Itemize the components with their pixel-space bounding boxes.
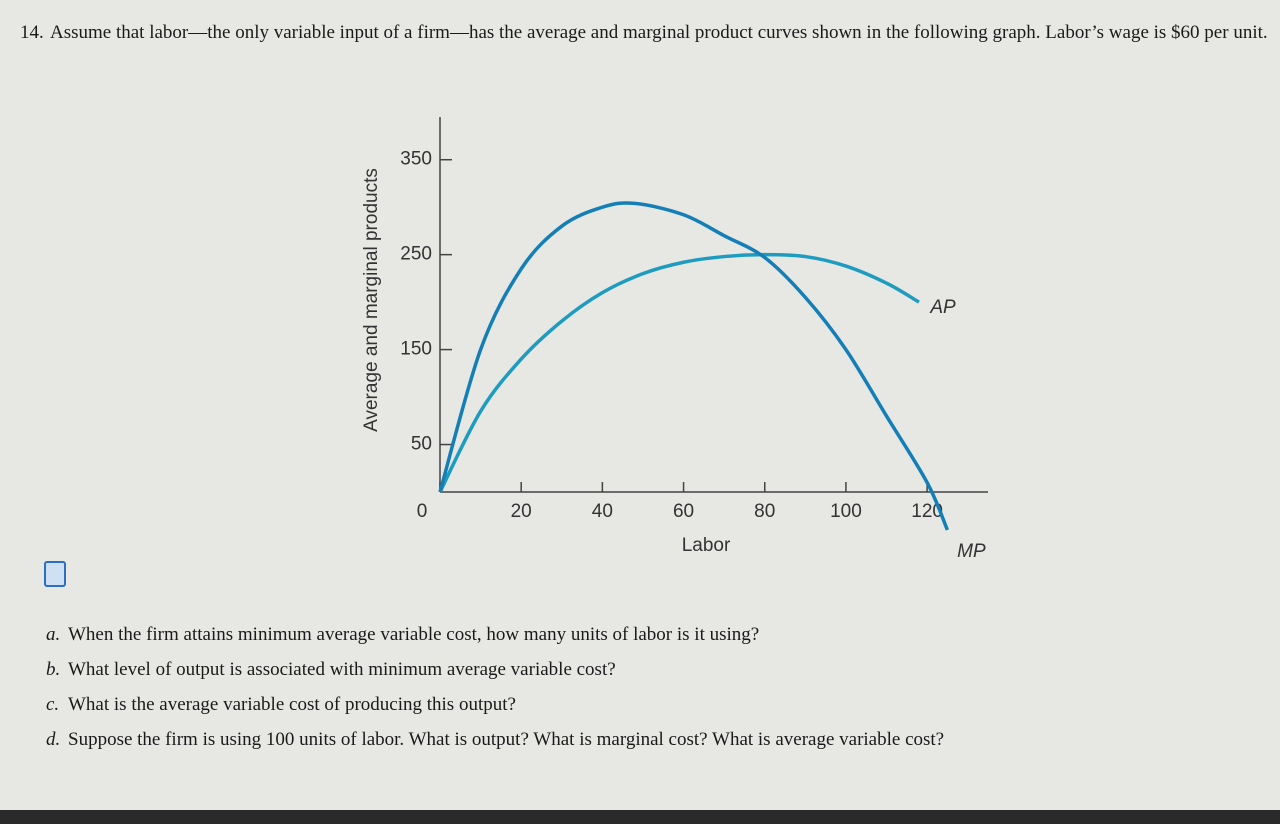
part: c. What is the average variable cost of p… xyxy=(46,694,944,729)
y-tick-label: 50 xyxy=(411,434,432,455)
x-axis-label: Labor xyxy=(682,535,731,556)
part-letter: d. xyxy=(46,729,61,750)
part-letter: a. xyxy=(46,624,61,645)
part-text: What is the average variable cost of pro… xyxy=(68,694,516,715)
question-number: 14. xyxy=(20,22,44,43)
question: 14. Assume that labor—the only variable i… xyxy=(20,16,1275,49)
part-text: Suppose the firm is using 100 units of l… xyxy=(68,729,945,750)
x-tick-label: 120 xyxy=(911,501,943,522)
x-tick-label: 80 xyxy=(754,501,775,522)
part-text: When the firm attains minimum average va… xyxy=(68,624,760,645)
line xyxy=(438,252,920,493)
part-text: What level of output is associated with … xyxy=(68,659,616,680)
y-tick-label: 150 xyxy=(400,339,432,360)
series-label: AP xyxy=(929,297,956,318)
series-label: MP xyxy=(957,541,986,562)
line xyxy=(438,201,950,531)
part-letter: b. xyxy=(46,659,61,680)
x-tick-label: 100 xyxy=(830,501,862,522)
x-tick-label: 20 xyxy=(511,501,532,522)
screen-edge xyxy=(0,810,1280,824)
y-tick-label: 250 xyxy=(400,244,432,265)
y-tick-label: 350 xyxy=(400,149,432,170)
parts: a. When the firm attains minimum average … xyxy=(46,624,944,764)
notes-icon[interactable] xyxy=(44,561,66,587)
x-tick-label: 40 xyxy=(592,501,613,522)
part: a. When the firm attains minimum average … xyxy=(46,624,944,659)
x-tick-label: 0 xyxy=(417,501,428,522)
y-axis-label: Average and marginal products xyxy=(361,168,382,432)
question-text: Assume that labor—the only variable inpu… xyxy=(50,22,1268,43)
part: b. What level of output is associated wit… xyxy=(46,659,944,694)
part-letter: c. xyxy=(46,694,60,715)
part: d. Suppose the firm is using 100 units of… xyxy=(46,729,944,764)
x-tick-label: 60 xyxy=(673,501,694,522)
